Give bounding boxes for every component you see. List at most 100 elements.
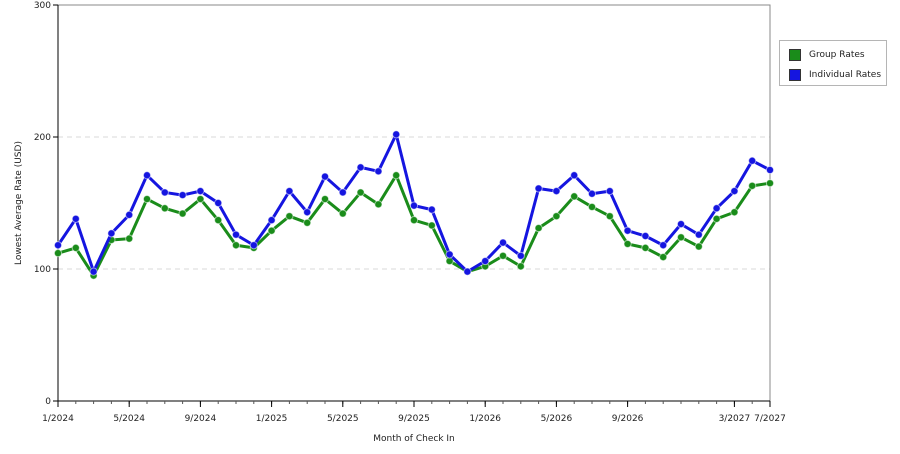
- data-point[interactable]: [249, 241, 258, 250]
- data-point[interactable]: [160, 188, 169, 197]
- data-point[interactable]: [659, 253, 668, 262]
- data-point[interactable]: [53, 241, 63, 250]
- y-axis-title: Lowest Average Rate (USD): [14, 141, 24, 265]
- data-point[interactable]: [481, 256, 490, 266]
- data-point[interactable]: [427, 221, 436, 230]
- data-point[interactable]: [231, 230, 241, 239]
- data-point[interactable]: [392, 171, 401, 180]
- data-point[interactable]: [320, 172, 330, 181]
- data-point[interactable]: [570, 171, 579, 180]
- data-point[interactable]: [748, 156, 757, 165]
- data-point[interactable]: [552, 212, 561, 221]
- x-tick-label: 9/2025: [398, 414, 430, 424]
- data-point[interactable]: [71, 243, 80, 252]
- series-individual-rates: [53, 130, 775, 276]
- data-point[interactable]: [338, 188, 347, 197]
- data-point[interactable]: [765, 165, 775, 175]
- data-point[interactable]: [231, 241, 241, 250]
- y-axis-ticks: 0 100 200 300: [34, 1, 58, 407]
- data-point[interactable]: [730, 187, 739, 196]
- data-point[interactable]: [356, 188, 365, 197]
- data-point[interactable]: [587, 202, 597, 212]
- series-group-rates: [53, 171, 775, 280]
- data-point[interactable]: [142, 171, 152, 180]
- data-point[interactable]: [765, 179, 775, 188]
- data-point[interactable]: [214, 216, 223, 225]
- data-point[interactable]: [516, 251, 525, 260]
- data-point[interactable]: [552, 187, 561, 196]
- data-point[interactable]: [320, 194, 330, 204]
- series: [53, 130, 775, 280]
- data-point[interactable]: [303, 208, 312, 217]
- x-tick-label: 1/2026: [469, 414, 501, 424]
- data-point[interactable]: [267, 216, 276, 225]
- data-point[interactable]: [285, 212, 294, 221]
- data-point[interactable]: [498, 238, 508, 247]
- data-point[interactable]: [196, 194, 205, 204]
- data-point[interactable]: [196, 187, 205, 196]
- data-point[interactable]: [427, 205, 436, 214]
- data-point[interactable]: [392, 130, 401, 139]
- data-point[interactable]: [748, 181, 757, 190]
- data-point[interactable]: [730, 208, 739, 217]
- data-point[interactable]: [570, 192, 579, 201]
- data-point[interactable]: [712, 204, 721, 213]
- data-point[interactable]: [676, 220, 686, 229]
- data-point[interactable]: [267, 226, 276, 235]
- y-tick-label: 300: [34, 1, 51, 11]
- data-point[interactable]: [498, 251, 508, 260]
- data-point[interactable]: [605, 212, 614, 221]
- data-point[interactable]: [107, 229, 116, 238]
- data-point[interactable]: [374, 200, 383, 209]
- x-axis-title: Month of Check In: [373, 434, 455, 444]
- y-tick-label: 200: [34, 133, 51, 143]
- data-point[interactable]: [694, 242, 703, 251]
- x-tick-label: 3/2027: [719, 414, 751, 424]
- data-point[interactable]: [125, 234, 134, 243]
- y-tick-label: 100: [34, 265, 51, 275]
- data-point[interactable]: [694, 230, 703, 239]
- legend-label-individual: Individual Rates: [809, 70, 882, 80]
- data-point[interactable]: [712, 214, 721, 223]
- data-point[interactable]: [214, 198, 223, 208]
- data-point[interactable]: [659, 241, 668, 250]
- data-point[interactable]: [374, 167, 383, 176]
- data-point[interactable]: [587, 189, 597, 198]
- legend-item-individual: Individual Rates: [789, 68, 881, 82]
- data-point[interactable]: [534, 223, 543, 233]
- data-point[interactable]: [160, 204, 169, 213]
- legend: Group Rates Individual Rates: [779, 40, 887, 86]
- data-point[interactable]: [641, 243, 650, 252]
- x-tick-label: 9/2026: [612, 414, 644, 424]
- data-point[interactable]: [516, 262, 525, 271]
- x-tick-label: 9/2024: [185, 414, 217, 424]
- data-point[interactable]: [623, 226, 632, 235]
- data-point[interactable]: [338, 209, 347, 218]
- data-point[interactable]: [142, 194, 152, 204]
- data-point[interactable]: [53, 249, 63, 258]
- data-point[interactable]: [623, 239, 632, 249]
- data-point[interactable]: [178, 190, 187, 200]
- data-point[interactable]: [409, 216, 419, 225]
- data-point[interactable]: [463, 267, 472, 276]
- data-point[interactable]: [605, 187, 614, 196]
- data-point[interactable]: [409, 201, 419, 210]
- legend-swatch-group: [789, 49, 801, 61]
- data-point[interactable]: [285, 187, 294, 196]
- data-point[interactable]: [445, 250, 454, 259]
- data-point[interactable]: [303, 218, 312, 227]
- legend-swatch-individual: [789, 69, 801, 81]
- data-point[interactable]: [534, 184, 543, 193]
- data-point[interactable]: [125, 210, 134, 219]
- x-axis-ticks: 1/2024 5/2024 9/2024 1/2025 5/2025 9/2025 1/20…: [42, 401, 786, 424]
- data-point[interactable]: [676, 233, 686, 242]
- x-tick-label: 5/2025: [327, 414, 359, 424]
- data-point[interactable]: [178, 209, 187, 218]
- data-point[interactable]: [89, 267, 98, 276]
- x-tick-label: 1/2025: [256, 414, 288, 424]
- data-point[interactable]: [641, 231, 650, 241]
- data-point[interactable]: [356, 163, 365, 172]
- data-point[interactable]: [71, 214, 80, 223]
